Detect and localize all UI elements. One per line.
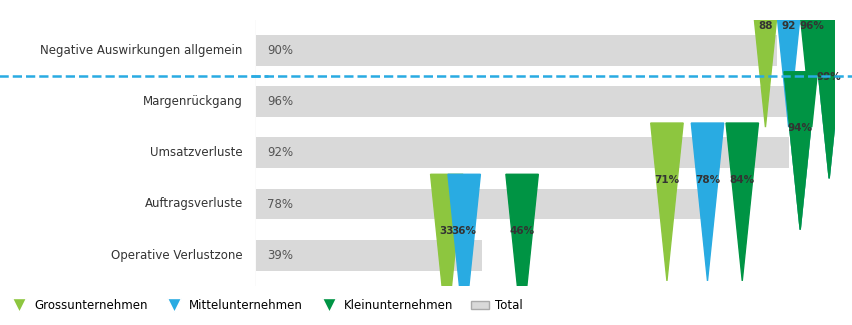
Text: 88: 88: [758, 21, 773, 31]
Text: 78%: 78%: [268, 198, 293, 211]
Text: 94%: 94%: [788, 123, 813, 133]
Bar: [256, 35, 777, 66]
Bar: [256, 86, 812, 117]
Text: Negative Auswirkungen allgemein: Negative Auswirkungen allgemein: [40, 44, 243, 57]
Polygon shape: [813, 20, 845, 178]
Text: 96%: 96%: [799, 21, 824, 31]
Polygon shape: [749, 0, 781, 127]
Text: Margenrückgang: Margenrückgang: [143, 95, 243, 108]
Polygon shape: [506, 174, 538, 325]
Polygon shape: [773, 0, 805, 127]
Text: 46%: 46%: [509, 226, 535, 236]
Text: 90%: 90%: [268, 44, 293, 57]
Polygon shape: [651, 123, 683, 281]
Text: 96%: 96%: [268, 95, 293, 108]
Legend: Grossunternehmen, Mittelunternehmen, Kleinunternehmen, Total: Grossunternehmen, Mittelunternehmen, Kle…: [6, 294, 527, 317]
Text: 99%: 99%: [817, 72, 842, 82]
Polygon shape: [726, 123, 758, 281]
Polygon shape: [430, 174, 463, 325]
Text: 84%: 84%: [729, 175, 755, 185]
Text: 92%: 92%: [268, 146, 293, 159]
Text: Auftragsverluste: Auftragsverluste: [145, 198, 243, 211]
Polygon shape: [813, 20, 845, 178]
Polygon shape: [784, 72, 816, 230]
Polygon shape: [448, 174, 481, 325]
Bar: [256, 240, 481, 271]
Text: Umsatzverluste: Umsatzverluste: [150, 146, 243, 159]
Bar: [256, 137, 789, 168]
Text: 33: 33: [440, 226, 454, 236]
Text: 92: 92: [781, 21, 796, 31]
Text: 36%: 36%: [452, 226, 476, 236]
Text: 39%: 39%: [268, 249, 293, 262]
Polygon shape: [784, 72, 816, 230]
Text: Operative Verlustzone: Operative Verlustzone: [112, 249, 243, 262]
Text: 78%: 78%: [695, 175, 720, 185]
Bar: [256, 188, 707, 219]
Polygon shape: [784, 72, 816, 230]
Text: 71%: 71%: [654, 175, 680, 185]
Polygon shape: [813, 20, 845, 178]
Polygon shape: [796, 0, 828, 127]
Polygon shape: [691, 123, 723, 281]
